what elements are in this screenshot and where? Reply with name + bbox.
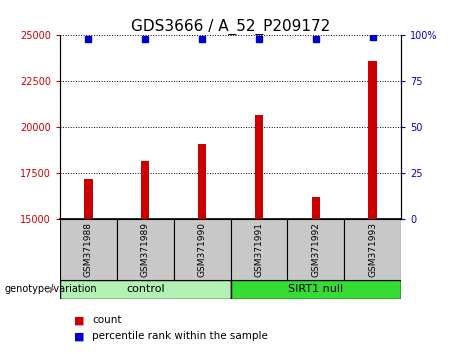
Text: ■: ■ (74, 315, 84, 325)
Bar (174, 219, 230, 280)
Bar (84, 179, 93, 219)
Text: ■: ■ (74, 331, 84, 341)
Bar (254, 115, 263, 219)
Text: count: count (92, 315, 122, 325)
Title: GDS3666 / A_52_P209172: GDS3666 / A_52_P209172 (131, 19, 330, 35)
Bar (312, 198, 320, 219)
Text: SIRT1 null: SIRT1 null (288, 284, 343, 295)
Bar (60, 280, 230, 299)
Text: GSM371989: GSM371989 (141, 222, 150, 277)
Text: GSM371993: GSM371993 (368, 222, 377, 277)
Bar (230, 219, 287, 280)
Text: GSM371990: GSM371990 (198, 222, 207, 277)
Bar (287, 219, 344, 280)
Text: control: control (126, 284, 165, 295)
Bar (117, 219, 174, 280)
Bar (368, 61, 377, 219)
Text: GSM371988: GSM371988 (84, 222, 93, 277)
Text: genotype/variation: genotype/variation (5, 284, 97, 295)
Text: GSM371992: GSM371992 (311, 222, 320, 277)
Bar (60, 219, 117, 280)
Text: percentile rank within the sample: percentile rank within the sample (92, 331, 268, 341)
Bar (198, 144, 207, 219)
Bar (230, 280, 401, 299)
Bar (141, 161, 149, 219)
Text: GSM371991: GSM371991 (254, 222, 263, 277)
Bar (344, 219, 401, 280)
